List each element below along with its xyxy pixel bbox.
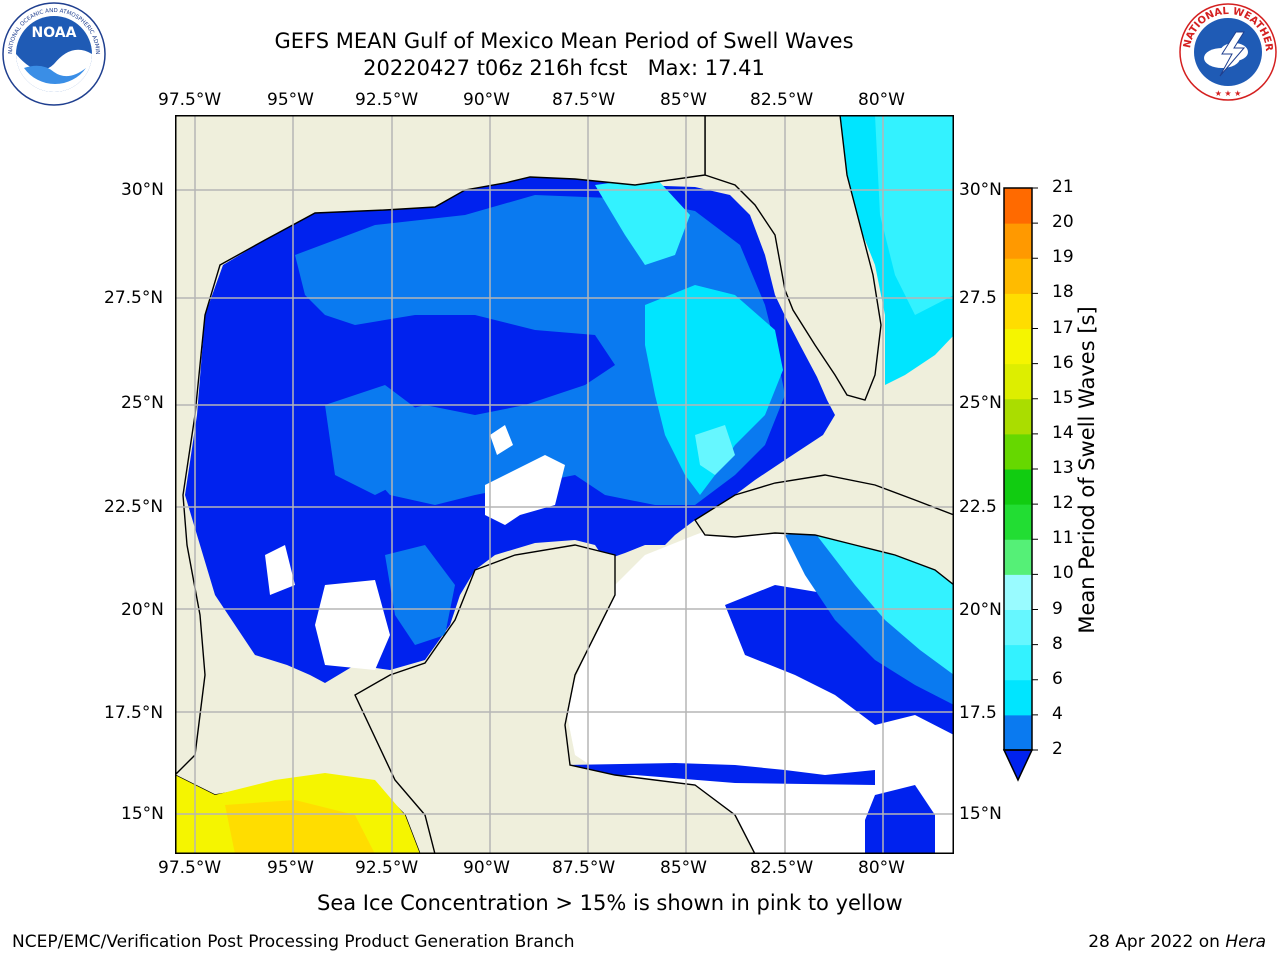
lon-label-bottom: 90°W <box>463 858 510 878</box>
chart-subtitle: 20220427 t06z 216h fcst Max: 17.41 <box>363 56 765 80</box>
colorbar-tick-label: 16 <box>1052 352 1074 373</box>
lat-label-right: 17.5 <box>959 703 997 723</box>
graticule <box>175 115 954 854</box>
colorbar-band <box>1004 644 1032 681</box>
colorbar-tick-label: 19 <box>1052 247 1074 268</box>
colorbar-tick-label: 8 <box>1052 633 1063 654</box>
colorbar-tick-label: 20 <box>1052 212 1074 233</box>
chart-title: GEFS MEAN Gulf of Mexico Mean Period of … <box>274 29 854 53</box>
colorbar-tick-label: 13 <box>1052 458 1074 478</box>
lon-label-top: 97.5°W <box>158 90 222 110</box>
colorbar-tick-label: 12 <box>1052 493 1074 514</box>
lat-label-right: 22.5 <box>959 497 997 517</box>
colorbar-band <box>1004 433 1032 470</box>
lat-label-left: 15°N <box>121 804 164 824</box>
colorbar-tick-labels: 2 4 6 8 9 10 11 12 13 14 15 16 17 18 19 20 21 <box>1052 0 1092 960</box>
colorbar-band <box>1004 188 1032 224</box>
colorbar-band <box>1004 609 1032 646</box>
colorbar-tick-label: 6 <box>1052 668 1063 689</box>
map-svg <box>174 114 955 855</box>
colorbar-band <box>1004 574 1032 610</box>
svg-text:NOAA: NOAA <box>32 25 77 41</box>
colorbar-band <box>1004 504 1032 540</box>
colorbar-tick-label: 14 <box>1052 422 1074 443</box>
colorbar-band <box>1004 469 1032 505</box>
colorbar-band <box>1004 293 1032 329</box>
lat-label-left: 25°N <box>121 393 164 413</box>
lat-label-right: 20°N <box>959 600 1002 620</box>
colorbar-band <box>1004 679 1032 716</box>
lat-label-left: 22.5°N <box>104 497 164 517</box>
colorbar-tick-label: 17 <box>1052 317 1074 338</box>
lon-label-bottom: 97.5°W <box>158 858 222 878</box>
lon-label-bottom: 92.5°W <box>355 858 419 878</box>
lon-label-top: 82.5°W <box>750 90 814 110</box>
lat-label-right: 25°N <box>959 393 1002 413</box>
cuba-land <box>694 474 955 587</box>
gulf-north-cyan <box>595 177 690 265</box>
colorbar-band <box>1004 539 1032 575</box>
lon-label-top: 95°W <box>267 90 314 110</box>
colorbar-tick-label: 10 <box>1052 563 1074 584</box>
lon-label-bottom: 82.5°W <box>750 858 814 878</box>
lon-label-bottom: 85°W <box>660 858 707 878</box>
gulf-west-swell <box>325 385 425 495</box>
gulf-sw-swell <box>385 545 455 645</box>
map-panel <box>174 114 955 855</box>
lat-label-left: 20°N <box>121 600 164 620</box>
loop-current-swell <box>645 285 783 495</box>
colorbar <box>1000 185 1040 785</box>
lat-label-left: 27.5°N <box>104 288 164 308</box>
colorbar-tick-label: 2 <box>1052 739 1063 759</box>
colorbar-tick-label: 11 <box>1052 528 1074 549</box>
lon-label-top: 85°W <box>660 90 707 110</box>
colorbar-tick-label: 9 <box>1052 598 1063 619</box>
lat-label-left: 30°N <box>121 180 164 200</box>
lon-label-top: 90°W <box>463 90 510 110</box>
colorbar-tick-label: 18 <box>1052 282 1074 303</box>
colorbar-band <box>1004 714 1032 751</box>
caribbean-south-swell <box>565 763 875 785</box>
colorbar-tick-label: 15 <box>1052 387 1074 408</box>
noaa-logo: NOAA NATIONAL OCEANIC AND ATMOSPHERIC AD… <box>0 0 106 106</box>
credit-text: NCEP/EMC/Verification Post Processing Pr… <box>12 932 575 952</box>
loop-current-core <box>695 425 735 475</box>
lon-label-bottom: 80°W <box>858 858 905 878</box>
sea-ice-note: Sea Ice Concentration > 15% is shown in … <box>317 891 903 915</box>
lon-label-bottom: 87.5°W <box>552 858 616 878</box>
colorbar-tick-label: 4 <box>1052 703 1063 724</box>
lat-label-right: 27.5 <box>959 288 997 308</box>
lon-label-top: 92.5°W <box>355 90 419 110</box>
colorbar-band <box>1004 223 1032 259</box>
lat-label-right: 30°N <box>959 180 1002 200</box>
lat-label-left: 17.5°N <box>104 703 164 723</box>
colorbar-label: Mean Period of Swell Waves [s] <box>1075 306 1099 634</box>
colorbar-band <box>1004 328 1032 365</box>
map-frame <box>175 115 954 854</box>
colorbar-band <box>1004 258 1032 294</box>
date-host: Hera <box>1225 932 1266 952</box>
lon-label-top: 80°W <box>858 90 905 110</box>
lat-label-right: 15°N <box>959 804 1002 824</box>
colorbar-band <box>1004 363 1032 400</box>
colorbar-band <box>1004 398 1032 435</box>
lon-label-bottom: 95°W <box>267 858 314 878</box>
nws-logo: NATIONAL WEATHER SERVICE ★ ★ ★ <box>1174 0 1278 102</box>
svg-text:★ ★ ★: ★ ★ ★ <box>1215 89 1242 98</box>
date-text: 28 Apr 2022 on Hera <box>1088 932 1266 952</box>
atlantic-inner <box>875 115 954 315</box>
colorbar-tick-label: 21 <box>1052 177 1074 197</box>
colorbar-extend-arrow <box>1002 749 1034 782</box>
lon-label-top: 87.5°W <box>552 90 616 110</box>
mexico-west-land <box>174 114 706 777</box>
date-prefix: 28 Apr 2022 on <box>1088 932 1226 952</box>
